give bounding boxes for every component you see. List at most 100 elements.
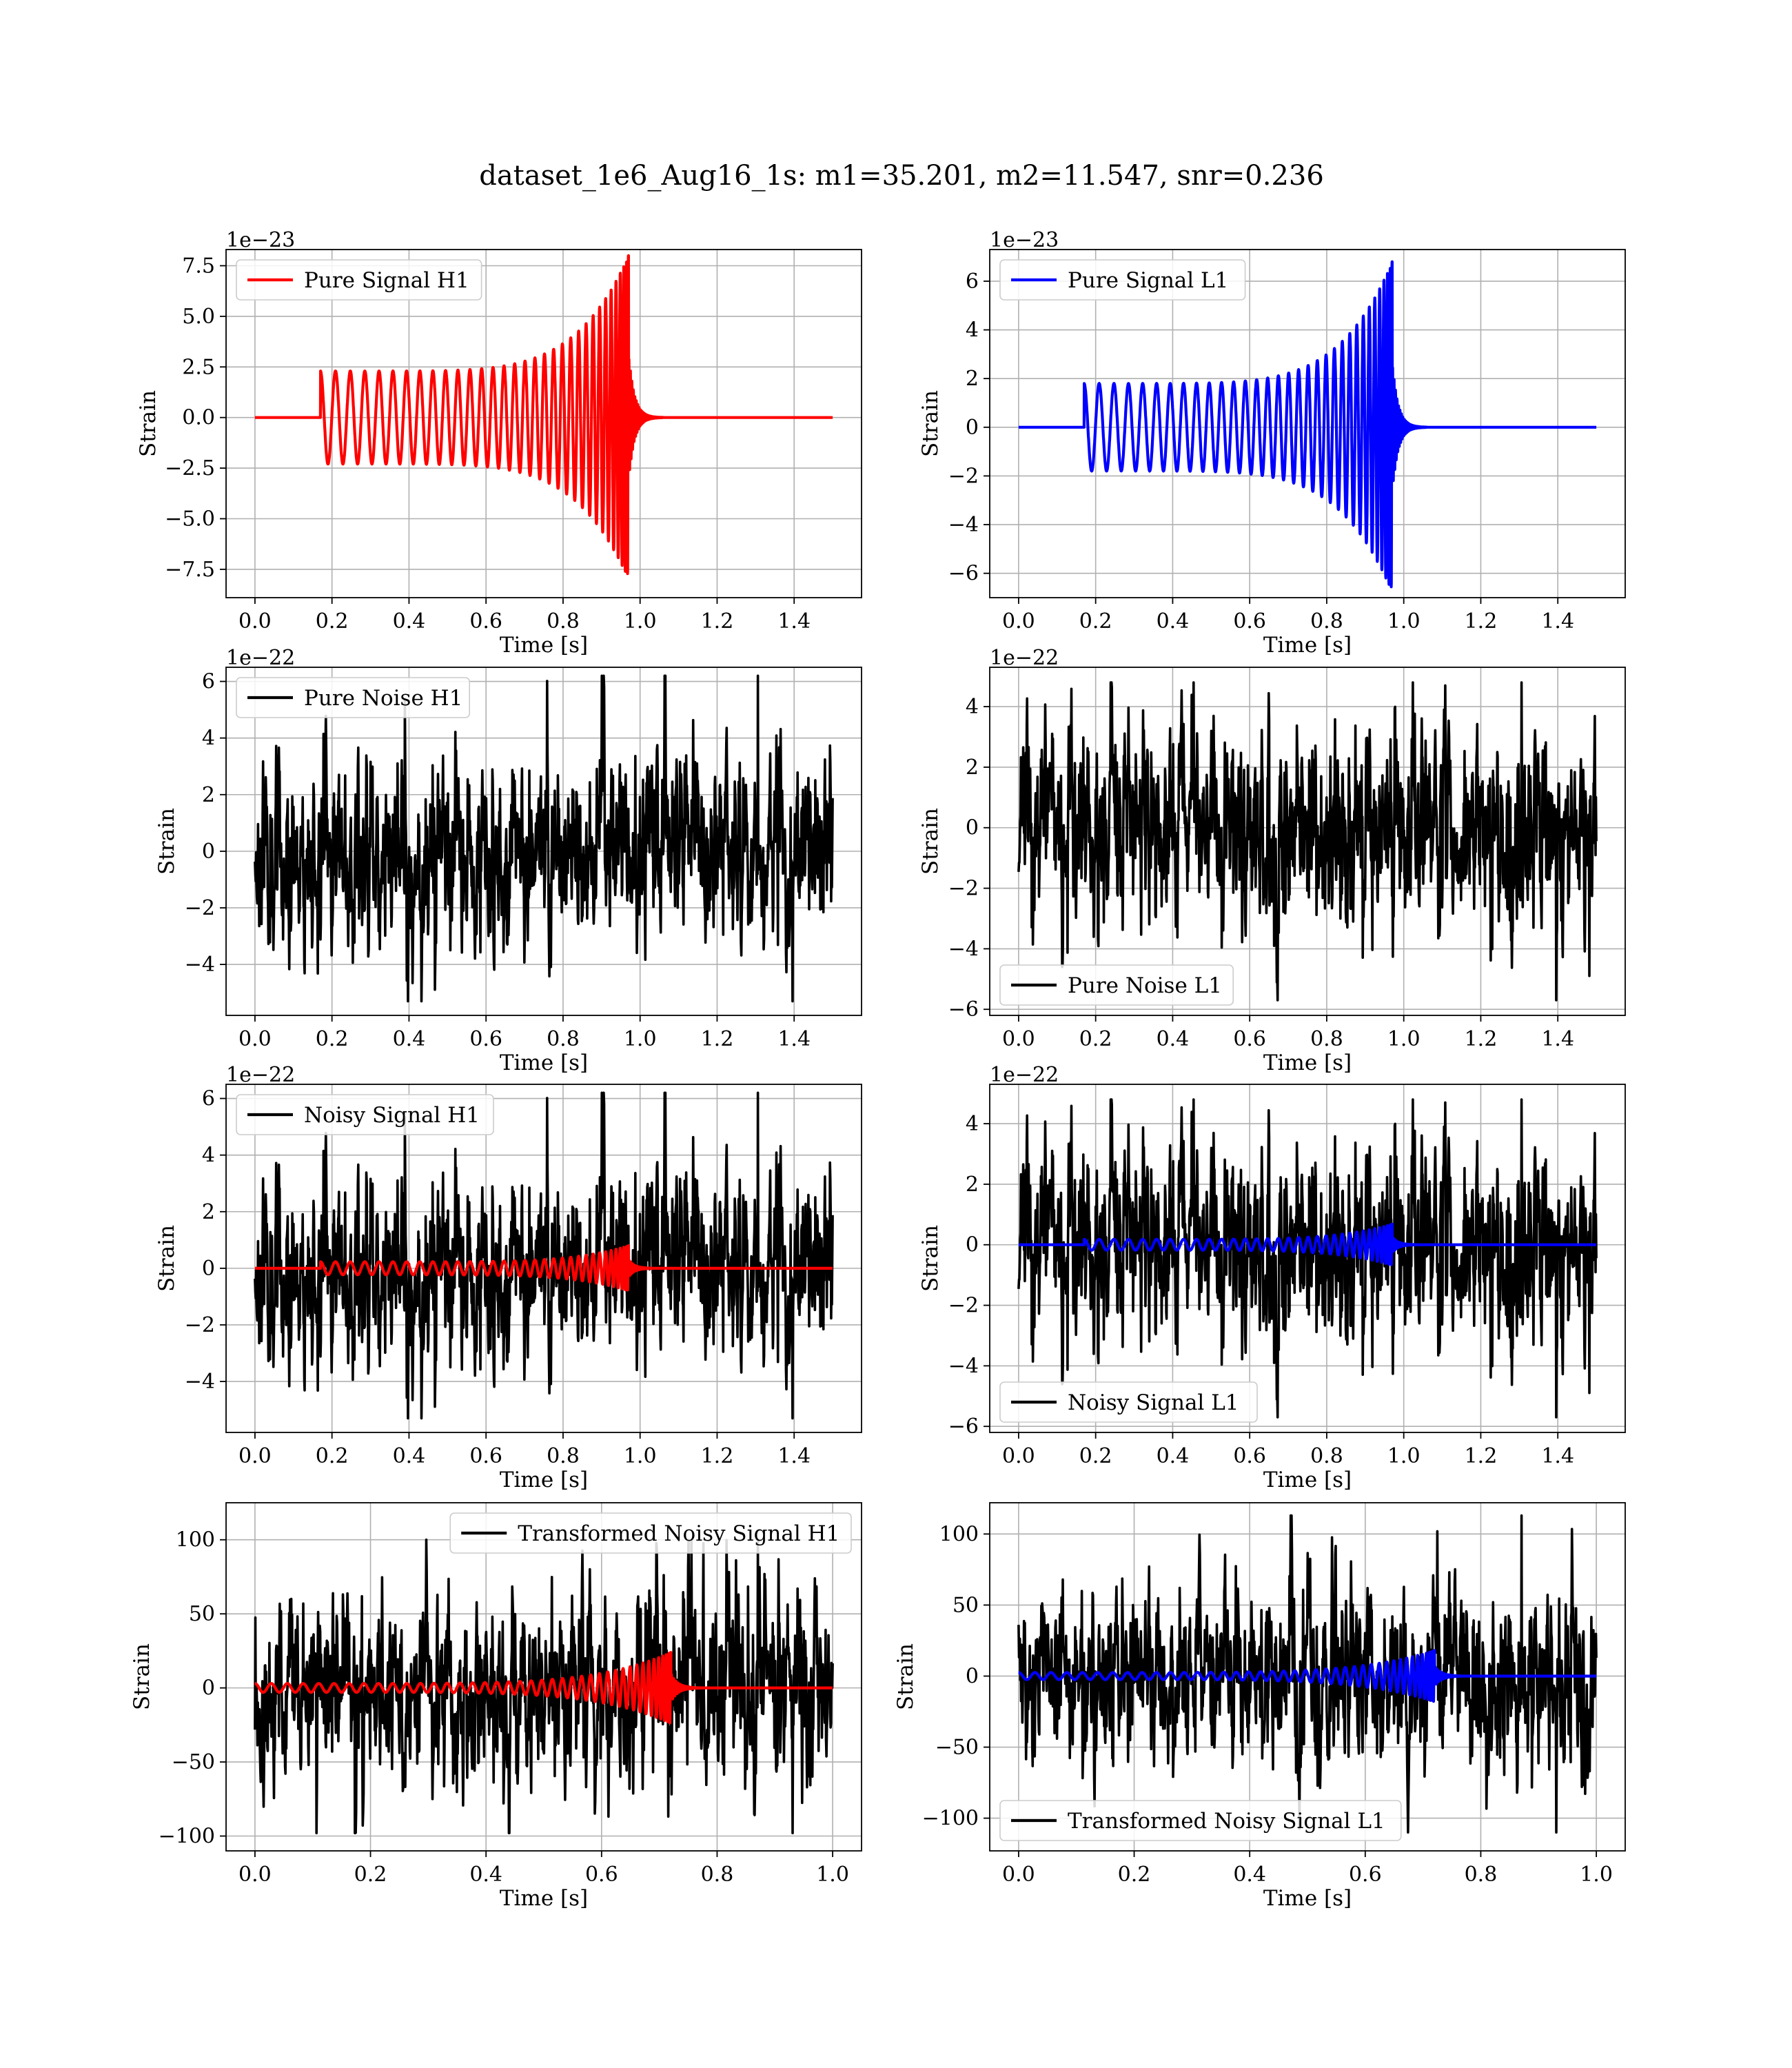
y-tick-label: −4 xyxy=(948,937,979,961)
x-axis-label: Time [s] xyxy=(1263,633,1352,658)
y-tick-label: 0.0 xyxy=(182,406,215,430)
subplot-row2-left: 0.0 0.2 0.4 0.6 0.8 1.0 1.2 1.4 −4 −2 0 2 4 6 Time [s]… xyxy=(154,646,862,1075)
plot-series-group xyxy=(254,1091,834,1420)
y-tick-label: −4 xyxy=(948,513,979,537)
y-tick-label: 2 xyxy=(966,756,979,780)
x-tick-label: 0.6 xyxy=(469,1444,502,1468)
plot-series-group xyxy=(254,254,834,576)
y-tick-label: 50 xyxy=(189,1602,215,1626)
y-tick-label: −6 xyxy=(948,997,979,1022)
y-tick-label: −7.5 xyxy=(165,558,215,582)
y-tick-label: 6 xyxy=(966,270,979,294)
x-tick-label: 0.8 xyxy=(547,609,580,633)
plot-series-group xyxy=(1017,260,1598,589)
x-tick-label: 1.0 xyxy=(1387,1027,1421,1051)
legend: Transformed Noisy Signal H1 xyxy=(449,1512,852,1554)
axis-offset-text: 1e−23 xyxy=(226,228,295,252)
x-tick-label: 0.8 xyxy=(1310,609,1343,633)
legend-box xyxy=(449,1512,852,1554)
y-tick-label: 2.5 xyxy=(182,355,215,379)
y-tick-label: −5.0 xyxy=(165,507,215,531)
x-tick-label: 1.4 xyxy=(777,609,811,633)
x-tick-label: 0.6 xyxy=(1233,1444,1266,1468)
y-tick-label: −100 xyxy=(159,1825,215,1849)
x-tick-label: 0.0 xyxy=(1002,1444,1035,1468)
legend: Pure Noise L1 xyxy=(999,964,1234,1006)
legend-box xyxy=(999,1381,1258,1423)
x-tick-label: 0.4 xyxy=(393,609,426,633)
subplot-row4-left: 0.0 0.2 0.4 0.6 0.8 1.0 −100 −50 0 50 100 Time [s] S… xyxy=(130,1502,862,1911)
x-axis-label: Time [s] xyxy=(1263,1051,1352,1075)
y-axis-label: Strain xyxy=(154,808,179,875)
x-tick-label: 0.0 xyxy=(238,1027,272,1051)
x-tick-label: 0.0 xyxy=(1002,609,1035,633)
x-tick-label: 1.4 xyxy=(777,1444,811,1468)
x-tick-label: 0.0 xyxy=(238,1444,272,1468)
x-tick-label: 1.4 xyxy=(777,1027,811,1051)
y-tick-label: 4 xyxy=(966,695,979,719)
series-line-overlay-1 xyxy=(1017,1222,1598,1266)
y-tick-label: −4 xyxy=(185,953,215,977)
x-tick-label: 1.0 xyxy=(1387,609,1421,633)
series-line-overlay-1 xyxy=(1017,1649,1598,1703)
y-tick-label: 2 xyxy=(202,783,215,807)
x-tick-label: 0.0 xyxy=(238,609,272,633)
series-line-noisy-signal-h1 xyxy=(254,1091,834,1420)
legend-label: Transformed Noisy Signal H1 xyxy=(518,1521,839,1546)
y-tick-label: −2 xyxy=(185,896,215,920)
x-tick-label: 0.0 xyxy=(1002,1027,1035,1051)
y-tick-label: 2 xyxy=(202,1200,215,1224)
y-axis-label: Strain xyxy=(130,1643,154,1710)
y-axis-label: Strain xyxy=(918,390,943,457)
x-tick-label: 0.4 xyxy=(393,1027,426,1051)
plot-series-group xyxy=(1017,1514,1598,1834)
x-axis-label: Time [s] xyxy=(500,1886,588,1911)
legend: Pure Signal H1 xyxy=(236,259,482,301)
x-tick-label: 1.0 xyxy=(1580,1863,1613,1887)
x-tick-label: 0.2 xyxy=(1079,1444,1112,1468)
x-tick-label: 1.0 xyxy=(816,1863,849,1887)
legend-label: Pure Noise H1 xyxy=(304,686,462,711)
x-tick-label: 1.4 xyxy=(1541,609,1574,633)
y-tick-label: 0 xyxy=(202,840,215,864)
subplot-grid: 0.0 0.2 0.4 0.6 0.8 1.0 1.2 1.4 −7.5 −5.0 −2.5 0.0 2… xyxy=(130,228,1626,1911)
y-tick-label: 0 xyxy=(966,816,979,840)
x-tick-label: 1.2 xyxy=(701,1027,734,1051)
x-tick-label: 0.8 xyxy=(547,1444,580,1468)
x-tick-label: 1.0 xyxy=(1387,1444,1421,1468)
y-axis-label: Strain xyxy=(154,1225,179,1292)
legend-box xyxy=(236,677,471,718)
x-tick-label: 0.4 xyxy=(1157,1444,1190,1468)
axes-frame xyxy=(989,249,1626,598)
legend-label: Pure Noise L1 xyxy=(1068,973,1222,998)
plot-area xyxy=(226,250,862,598)
y-tick-label: 4 xyxy=(966,318,979,343)
y-tick-label: 4 xyxy=(202,1144,215,1168)
series-line-transformed-noisy-signal-l1 xyxy=(1017,1514,1598,1834)
x-tick-label: 1.2 xyxy=(701,1444,734,1468)
figure-title: dataset_1e6_Aug16_1s: m1=35.201, m2=11.5… xyxy=(479,160,1324,192)
x-tick-label: 1.0 xyxy=(624,1444,657,1468)
series-line-pure-signal-l1 xyxy=(1017,260,1598,589)
legend: Pure Noise H1 xyxy=(236,677,471,718)
axis-offset-text: 1e−22 xyxy=(226,1063,295,1087)
y-tick-label: 2 xyxy=(966,367,979,391)
x-tick-label: 1.4 xyxy=(1541,1444,1574,1468)
axis-offset-text: 1e−22 xyxy=(990,1063,1059,1087)
y-tick-label: −6 xyxy=(948,1415,979,1439)
subplot-top-left: 0.0 0.2 0.4 0.6 0.8 1.0 1.2 1.4 −7.5 −5.0 −2.5 0.0 2… xyxy=(136,228,862,658)
axes-frame xyxy=(989,1084,1626,1433)
x-tick-label: 0.2 xyxy=(316,1444,349,1468)
y-tick-label: −6 xyxy=(948,562,979,586)
series-line-pure-signal-h1 xyxy=(254,254,834,576)
y-axis-label: Strain xyxy=(918,808,943,875)
x-tick-label: 0.8 xyxy=(1310,1444,1343,1468)
x-tick-label: 1.2 xyxy=(701,609,734,633)
x-tick-label: 0.8 xyxy=(547,1027,580,1051)
y-tick-label: 100 xyxy=(939,1522,979,1546)
axis-offset-text: 1e−23 xyxy=(990,228,1059,252)
legend-box xyxy=(999,964,1234,1006)
y-tick-label: 0 xyxy=(202,1676,215,1701)
legend-box xyxy=(236,1094,494,1135)
